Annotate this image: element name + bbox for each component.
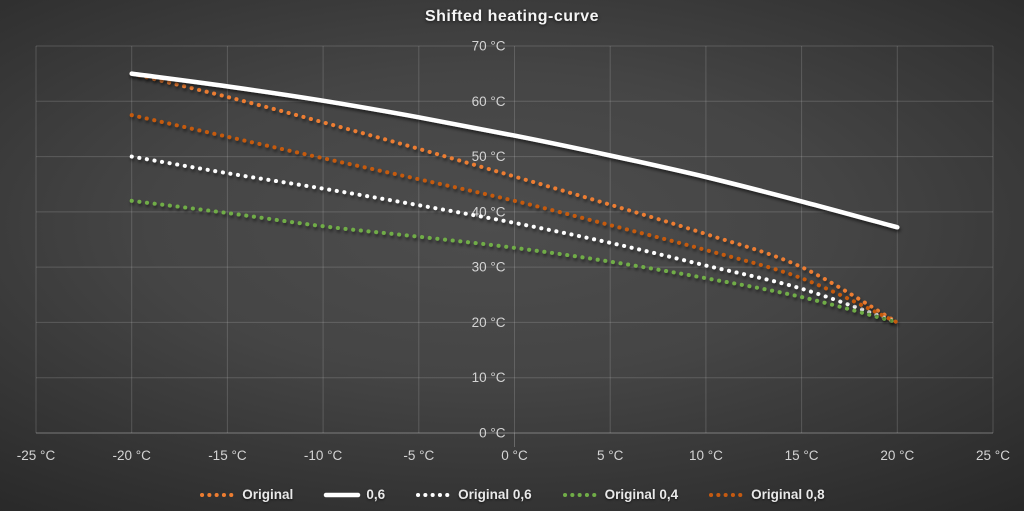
legend-item: Original 0,8 — [708, 487, 825, 502]
series-original-0-8 — [129, 113, 900, 325]
y-tick-label: 60 °C — [472, 94, 506, 109]
x-tick-label: 0 °C — [501, 448, 528, 463]
legend-item: Original — [199, 487, 293, 502]
legend-label: Original 0,6 — [458, 487, 532, 502]
legend-item: Original 0,6 — [415, 487, 532, 502]
legend-swatch-dotted-line — [416, 492, 453, 497]
x-tick-label: 25 °C — [976, 448, 1010, 463]
x-tick-label: -5 °C — [403, 448, 434, 463]
y-tick-label: 20 °C — [472, 315, 506, 330]
series-original — [129, 71, 900, 325]
x-tick-label: -25 °C — [17, 448, 56, 463]
y-tick-label: 30 °C — [472, 260, 506, 275]
x-tick-label: -20 °C — [112, 448, 151, 463]
series-original-0-6 — [129, 154, 900, 325]
series-0-6 — [129, 71, 900, 230]
legend-item: Original 0,4 — [562, 487, 679, 502]
x-tick-label: 10 °C — [689, 448, 723, 463]
chart-title: Shifted heating-curve — [424, 8, 600, 25]
legend-label: 0,6 — [366, 487, 386, 502]
series-original-0-4 — [129, 198, 900, 325]
y-tick-label: 10 °C — [472, 370, 506, 385]
legend-label: Original 0,8 — [751, 487, 825, 502]
x-tick-label: -15 °C — [208, 448, 247, 463]
y-tick-label: 50 °C — [472, 149, 506, 164]
x-tick-label: 5 °C — [597, 448, 624, 463]
legend-swatch-dotted-line — [200, 492, 237, 497]
legend-item: 0,6 — [323, 487, 385, 502]
x-tick-label: -10 °C — [304, 448, 343, 463]
y-tick-label: 70 °C — [472, 39, 506, 54]
legend: Original 0,6 Original 0,6 Original 0,4 Origi… — [0, 487, 1024, 502]
legend-label: Original 0,4 — [604, 487, 679, 502]
legend-swatch-dotted-line — [709, 492, 746, 497]
legend-swatch-dotted-line — [562, 492, 599, 497]
x-tick-label: 20 °C — [880, 448, 914, 463]
legend-label: Original — [242, 487, 294, 502]
legend-swatch-solid-line — [324, 492, 361, 497]
x-tick-label: 15 °C — [785, 448, 819, 463]
y-tick-label: 0 °C — [479, 426, 506, 441]
